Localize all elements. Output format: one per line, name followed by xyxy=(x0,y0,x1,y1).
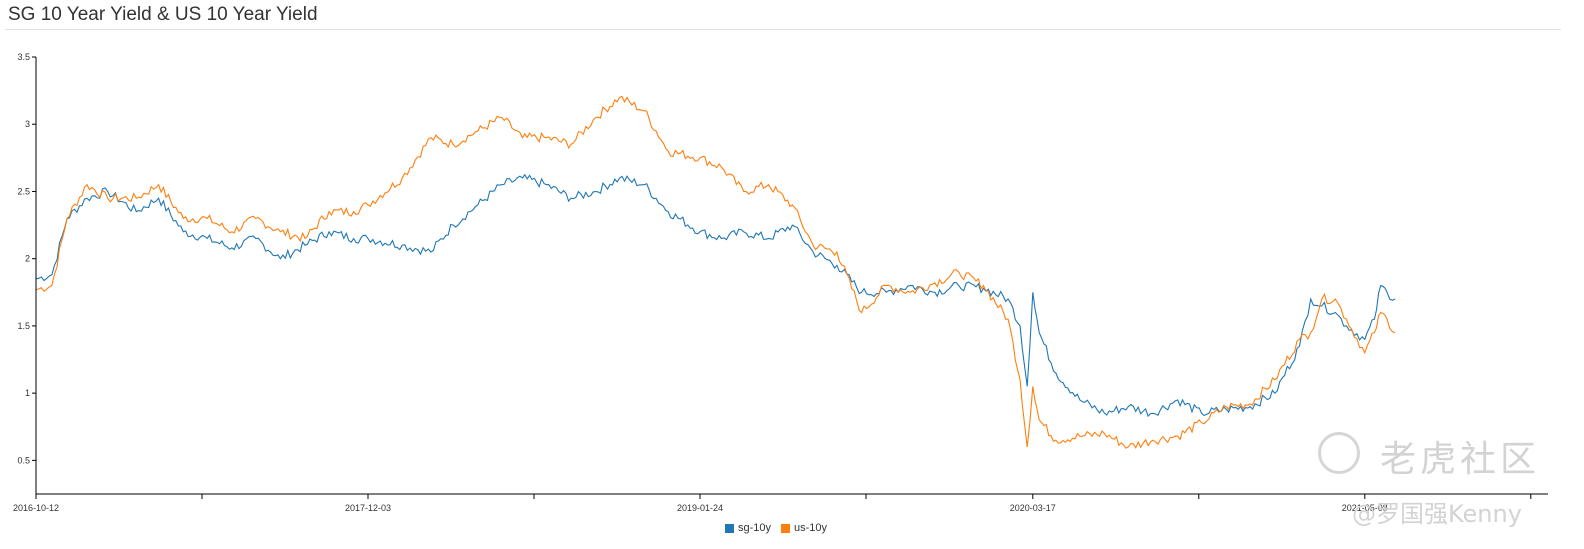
title-divider xyxy=(5,29,1561,30)
legend-label-us: us-10y xyxy=(794,522,828,534)
series-line-us-10y xyxy=(35,95,1396,449)
plot-area xyxy=(35,95,1396,449)
x-tick-label: 2020-03-17 xyxy=(1010,503,1056,513)
legend-swatch-sg xyxy=(725,523,734,533)
watermark-logo-icon xyxy=(1318,432,1360,474)
y-tick-label: 1 xyxy=(25,388,30,398)
y-tick-label: 3 xyxy=(25,119,30,129)
legend: sg-10y us-10y xyxy=(725,522,827,534)
watermark-brand: 老虎社区 xyxy=(1380,439,1541,480)
x-tick-label: 2021-05-08 xyxy=(1342,503,1388,513)
y-axis: 0.5 1 1.5 2 2.5 3 3.5 xyxy=(17,52,37,494)
watermark-user: @罗国强Kenny xyxy=(1352,500,1522,528)
y-tick-label: 2.5 xyxy=(17,186,30,196)
x-tick-label: 2017-12-03 xyxy=(345,503,391,513)
y-tick-label: 0.5 xyxy=(17,455,30,465)
legend-item-us[interactable]: us-10y xyxy=(781,522,827,534)
chart-title: SG 10 Year Yield & US 10 Year Yield xyxy=(8,4,318,25)
legend-item-sg[interactable]: sg-10y xyxy=(725,522,771,534)
legend-label-sg: sg-10y xyxy=(738,522,772,534)
series-line-sg-10y xyxy=(35,173,1396,418)
y-tick-label: 2 xyxy=(25,254,30,264)
legend-swatch-us xyxy=(781,523,791,533)
x-axis: 2016-10-12 2017-12-03 2019-01-24 2020-03-17… xyxy=(13,493,1548,513)
y-tick-label: 3.5 xyxy=(17,52,30,62)
y-tick-label: 1.5 xyxy=(17,321,30,331)
x-tick-label: 2016-10-12 xyxy=(13,503,59,513)
x-tick-label: 2019-01-24 xyxy=(677,503,723,513)
